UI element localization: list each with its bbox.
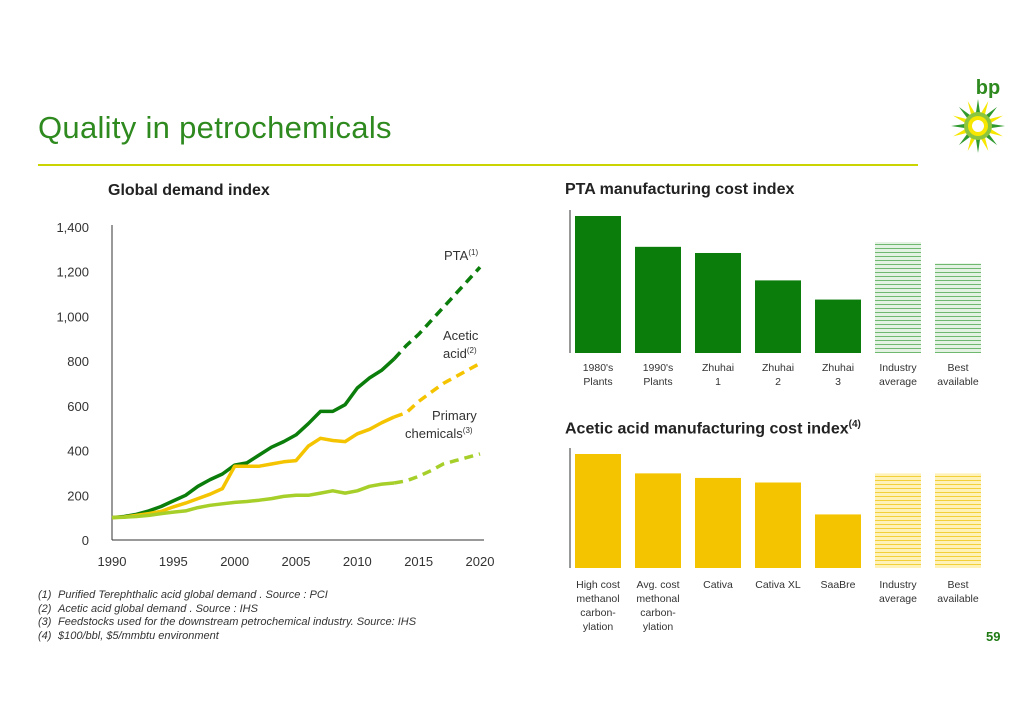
- y-tick-label: 800: [67, 354, 89, 369]
- bar-category-label: Best available: [937, 362, 979, 388]
- bar-4: [815, 514, 861, 568]
- footnote-1-text: Purified Terephthalic acid global demand…: [58, 589, 328, 601]
- footnote-1-num: (1): [38, 589, 52, 601]
- bar-5: [875, 242, 921, 353]
- x-tick-label: 2005: [282, 554, 311, 569]
- bar-4: [815, 299, 861, 353]
- footnote-4-text: $100/bbl, $5/mmbtu environment: [58, 629, 219, 642]
- bar-category-label: Cativa XL: [755, 579, 801, 591]
- bar-2: [695, 477, 741, 568]
- bar-0: [575, 216, 621, 353]
- global-demand-line-chart: 0 200 400 600 800 1,000 1,200 1,400 1990 1995 2000…: [56, 220, 495, 569]
- series-label-2-line2: chemicals(3): [405, 426, 473, 441]
- bar-3: [755, 280, 801, 353]
- series-label-2: Primary: [432, 408, 477, 423]
- bar-category-label: Zhuhai 2: [761, 362, 795, 388]
- series-line-0-forecast: [392, 266, 482, 361]
- y-tick-label: 1,000: [56, 309, 89, 324]
- y-tick-label: 1,200: [56, 265, 89, 280]
- bar-6: [935, 263, 981, 353]
- x-tick-label: 2000: [220, 554, 249, 569]
- footnote-3: (3) Feedstocks used for the downstream pe…: [38, 616, 416, 630]
- bar-5: [875, 473, 921, 568]
- footnotes: (1) Purified Terephthalic acid global dem…: [38, 589, 416, 643]
- bar-category-label: 1990's Plants: [642, 362, 674, 388]
- bp-helios-icon: bp: [951, 77, 1005, 153]
- title-divider: [38, 164, 918, 166]
- acetic-cost-title-text: Acetic acid manufacturing cost index: [565, 420, 849, 438]
- acetic-cost-title-sup: (4): [848, 419, 861, 430]
- y-tick-label: 1,400: [56, 220, 89, 235]
- bp-logo: bp: [946, 70, 1012, 156]
- pta-cost-chart-title: PTA manufacturing cost index: [565, 181, 795, 198]
- x-tick-label: 2015: [404, 554, 433, 569]
- bar-category-label: Cativa: [703, 579, 733, 591]
- footnote-3-num: (3): [38, 616, 52, 629]
- series-line-2-actual: [111, 481, 395, 520]
- page-title: Quality in petrochemicals: [38, 110, 392, 145]
- page-number: 59: [986, 629, 1001, 644]
- series-line-1-forecast: [393, 361, 481, 419]
- pta-cost-bar-chart: [569, 210, 981, 353]
- bar-category-label: SaaBre: [820, 579, 856, 591]
- y-tick-label: 600: [67, 399, 89, 414]
- bar-category-label: High cost methanol carbon-ylation: [576, 579, 620, 633]
- footnote-2-num: (2): [38, 602, 52, 615]
- bar-category-label: Industry average: [879, 362, 917, 388]
- bar-6: [935, 473, 981, 568]
- footnote-4: (4) $100/bbl, $5/mmbtu environment: [38, 630, 416, 644]
- bar-2: [695, 252, 741, 353]
- x-tick-label: 2020: [466, 554, 495, 569]
- footnote-2: (2) Acetic acid global demand . Source : …: [38, 603, 416, 617]
- footnote-4-num: (4): [38, 629, 52, 642]
- bar-category-label: Zhuhai 1: [701, 362, 735, 388]
- x-tick-label: 1995: [159, 554, 188, 569]
- bar-3: [755, 482, 801, 568]
- logo-text: bp: [976, 77, 1000, 99]
- series-line-0-actual: [111, 357, 396, 520]
- bar-category-label: Avg. cost methonal carbon-ylation: [636, 579, 680, 633]
- x-tick-label: 1990: [98, 554, 127, 569]
- bar-category-label: Industry average: [879, 579, 917, 605]
- footnote-2-text: Acetic acid global demand . Source : IHS: [58, 602, 258, 615]
- series-label-1: Acetic: [443, 328, 479, 343]
- bar-category-label: Zhuhai 3: [821, 362, 855, 388]
- y-tick-label: 400: [67, 444, 89, 459]
- y-tick-label: 200: [67, 488, 89, 503]
- series-line-1-actual: [111, 415, 395, 520]
- footnote-3-text: Feedstocks used for the downstream petro…: [58, 616, 417, 629]
- bar-0: [575, 454, 621, 568]
- acetic-cost-chart-title: Acetic acid manufacturing cost index(4): [565, 419, 861, 438]
- bar-category-label: 1980's Plants: [582, 362, 614, 388]
- bar-1: [635, 473, 681, 568]
- bar-1: [635, 246, 681, 353]
- x-tick-label: 2010: [343, 554, 372, 569]
- acetic-cost-bar-chart: [569, 448, 981, 568]
- demand-chart-title: Global demand index: [108, 182, 270, 199]
- bar-category-label: Best available: [937, 579, 979, 605]
- series-line-2-forecast: [393, 452, 481, 485]
- y-tick-label: 0: [82, 533, 89, 548]
- footnote-1: (1) Purified Terephthalic acid global dem…: [38, 589, 416, 603]
